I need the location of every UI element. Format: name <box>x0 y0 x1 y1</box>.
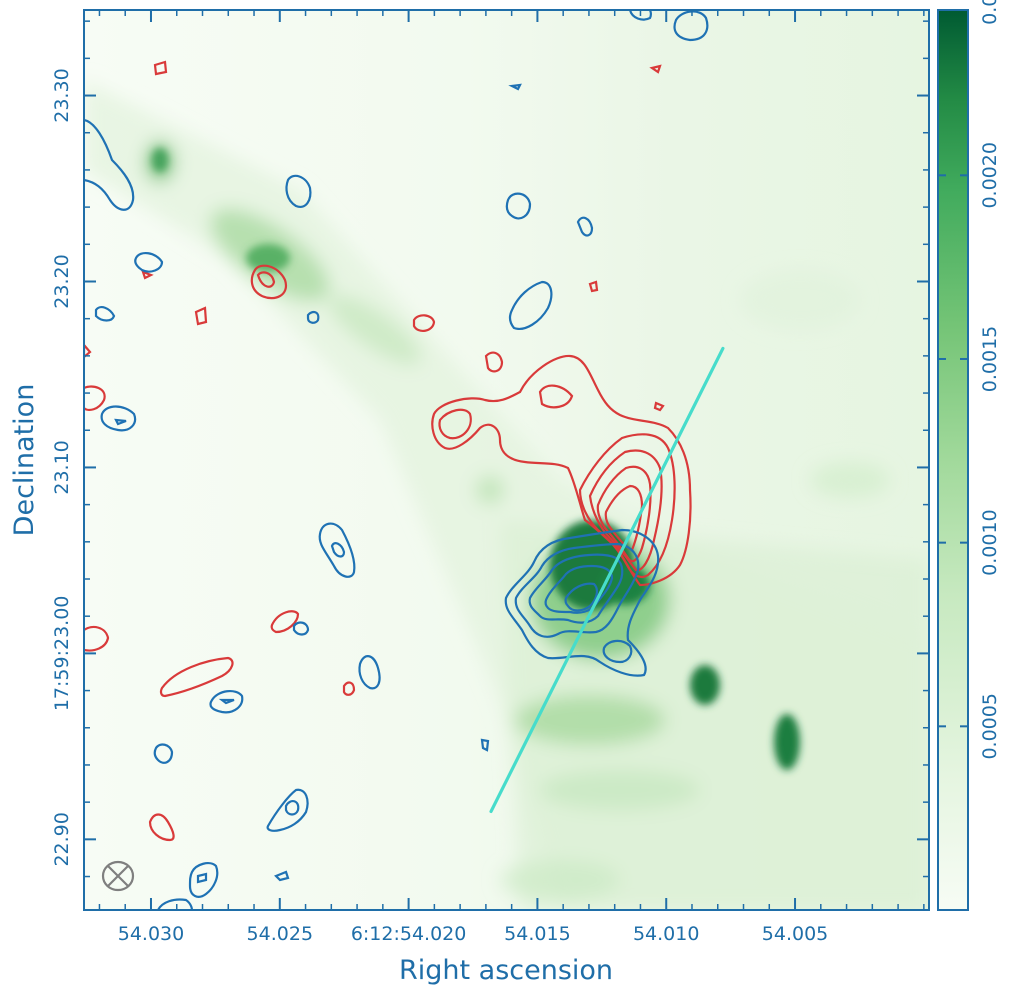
red-contours <box>84 60 692 842</box>
minor-ticks <box>84 10 929 910</box>
colorbar: 0.0005 0.0010 0.0015 0.0020 0.0025 <box>937 0 1001 911</box>
y-tick-label-3: 23.20 <box>51 254 73 308</box>
y-tick-label-4: 23.30 <box>51 68 73 122</box>
colorbar-tick-label-2: 0.0015 <box>979 326 1001 392</box>
x-tick-label-1: 54.025 <box>247 923 313 945</box>
colorbar-tick-label-3: 0.0020 <box>979 142 1001 208</box>
x-axis: 54.030 54.025 6:12:54.020 54.015 54.010 54.00… <box>118 10 828 945</box>
colorbar-tick-label-1: 0.0010 <box>979 509 1001 575</box>
y-tick-label-1: 17:59:23.00 <box>51 596 73 712</box>
colorbar-tick-label-0: 0.0005 <box>979 693 1001 759</box>
beam-ellipse <box>101 860 135 892</box>
x-axis-title: Right ascension <box>399 955 613 986</box>
x-tick-label-0: 54.030 <box>118 923 184 945</box>
heatmap-image <box>84 10 929 910</box>
x-tick-label-5: 54.005 <box>762 923 828 945</box>
y-tick-label-2: 23.10 <box>51 440 73 494</box>
blue-contours <box>84 10 709 910</box>
plot-frame <box>83 9 930 911</box>
cut-line <box>489 346 725 814</box>
y-tick-label-0: 22.90 <box>51 812 73 866</box>
colorbar-frame <box>937 9 969 911</box>
colorbar-gradient <box>938 10 968 910</box>
y-axis-title: Declination <box>9 384 40 537</box>
x-tick-label-2: 6:12:54.020 <box>351 923 467 945</box>
colorbar-ticks: 0.0005 0.0010 0.0015 0.0020 0.0025 <box>938 0 1001 760</box>
x-tick-label-4: 54.010 <box>633 923 699 945</box>
colorbar-tick-label-4: 0.0025 <box>979 0 1001 25</box>
x-tick-label-3: 54.015 <box>504 923 570 945</box>
y-axis: 22.90 17:59:23.00 23.10 23.20 23.30 <box>51 68 929 867</box>
